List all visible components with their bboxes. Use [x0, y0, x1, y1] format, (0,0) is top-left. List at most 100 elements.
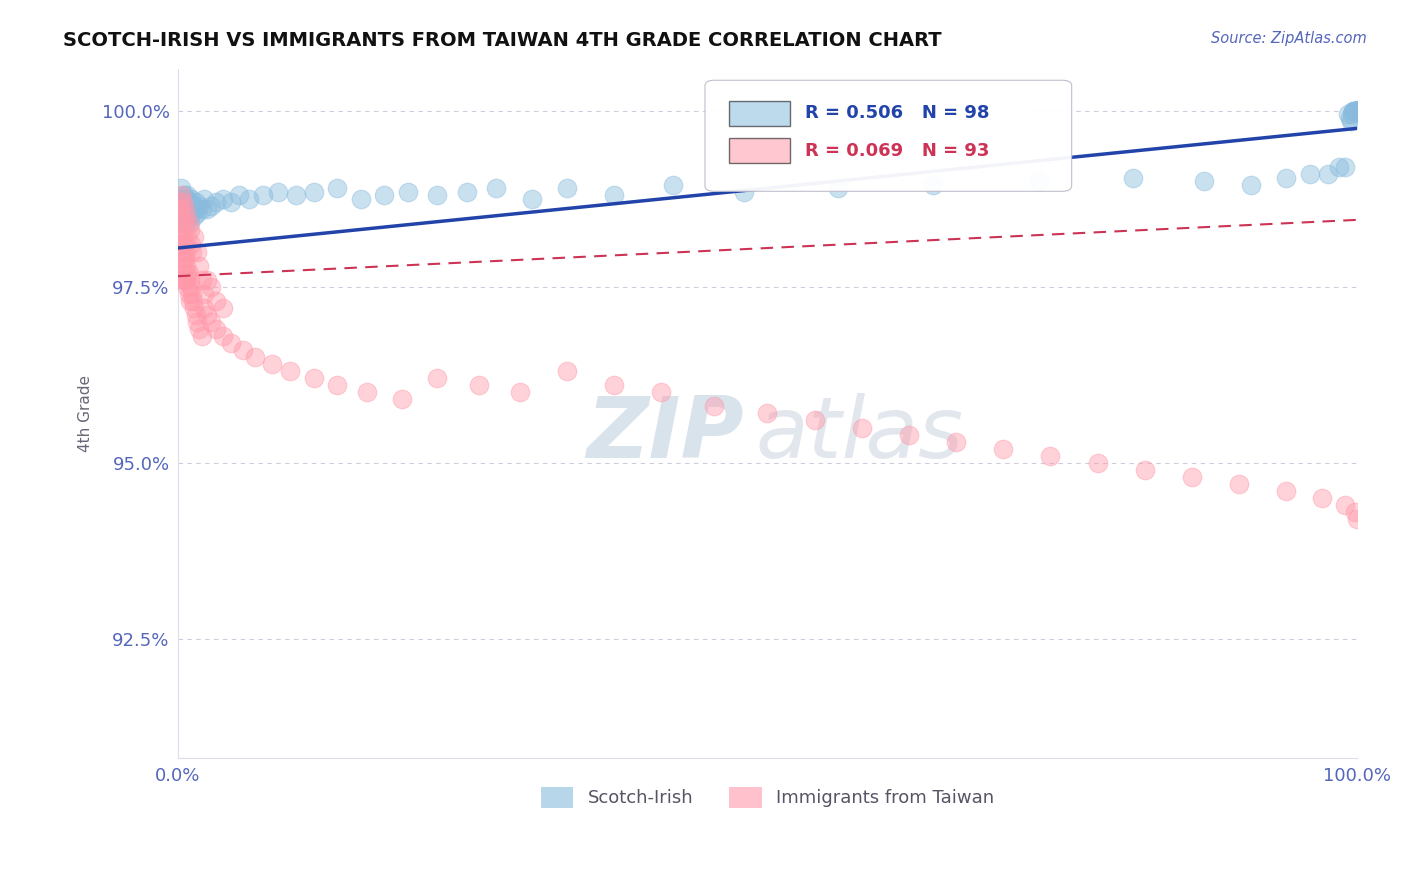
Point — [174, 259, 197, 273]
Point — [302, 185, 325, 199]
Point — [193, 192, 215, 206]
Text: SCOTCH-IRISH VS IMMIGRANTS FROM TAIWAN 4TH GRADE CORRELATION CHART: SCOTCH-IRISH VS IMMIGRANTS FROM TAIWAN 4… — [63, 31, 942, 50]
Point — [373, 188, 395, 202]
Point — [1275, 170, 1298, 185]
Point — [803, 413, 825, 427]
Point — [211, 192, 233, 206]
Point — [181, 199, 204, 213]
Point — [170, 210, 193, 224]
Point — [193, 286, 215, 301]
Point — [1346, 103, 1368, 118]
Point — [174, 237, 197, 252]
Point — [921, 178, 943, 192]
Point — [426, 188, 449, 202]
Point — [396, 185, 419, 199]
Point — [176, 188, 198, 202]
Point — [190, 202, 212, 217]
Point — [326, 378, 349, 392]
Point — [485, 181, 508, 195]
Point — [200, 315, 222, 329]
Point — [177, 286, 200, 301]
Point — [1346, 103, 1368, 118]
Point — [703, 400, 725, 414]
Point — [520, 192, 543, 206]
Point — [172, 195, 194, 210]
Point — [167, 230, 190, 244]
Point — [181, 206, 204, 220]
Point — [1343, 103, 1365, 118]
Point — [650, 385, 672, 400]
Point — [176, 230, 198, 244]
Point — [1346, 512, 1368, 526]
Point — [1346, 103, 1368, 118]
Y-axis label: 4th Grade: 4th Grade — [79, 375, 93, 452]
Point — [177, 266, 200, 280]
Point — [1192, 174, 1215, 188]
Point — [1336, 107, 1358, 121]
Point — [181, 286, 204, 301]
Point — [183, 210, 205, 224]
Point — [170, 259, 193, 273]
Text: ZIP: ZIP — [586, 392, 744, 475]
Point — [1341, 107, 1364, 121]
Point — [945, 434, 967, 449]
Point — [1227, 476, 1250, 491]
Point — [1334, 160, 1357, 174]
Point — [174, 273, 197, 287]
Point — [1346, 103, 1368, 118]
FancyBboxPatch shape — [728, 101, 790, 126]
Point — [1039, 449, 1062, 463]
Point — [170, 188, 193, 202]
Point — [278, 364, 301, 378]
Point — [180, 237, 202, 252]
Point — [1346, 103, 1368, 118]
Point — [1346, 103, 1368, 118]
Point — [238, 192, 260, 206]
Point — [188, 259, 211, 273]
Point — [190, 329, 212, 343]
Point — [170, 223, 193, 237]
Point — [181, 293, 204, 308]
Point — [1346, 103, 1368, 118]
Point — [302, 371, 325, 385]
Point — [176, 202, 198, 217]
Point — [197, 202, 219, 217]
Point — [993, 442, 1015, 456]
Point — [183, 301, 205, 315]
Point — [1343, 505, 1365, 519]
Point — [426, 371, 449, 385]
Point — [1346, 103, 1368, 118]
Point — [186, 315, 208, 329]
Point — [467, 378, 489, 392]
Point — [1346, 103, 1368, 118]
Point — [1343, 103, 1365, 118]
Point — [183, 230, 205, 244]
Point — [1346, 103, 1368, 118]
Point — [1346, 103, 1368, 118]
Text: R = 0.069   N = 93: R = 0.069 N = 93 — [806, 142, 990, 160]
Point — [851, 420, 873, 434]
Point — [1346, 103, 1368, 118]
Point — [1346, 103, 1368, 118]
Point — [555, 181, 578, 195]
Point — [174, 273, 197, 287]
Point — [174, 210, 197, 224]
Point — [1346, 103, 1368, 118]
Point — [169, 195, 191, 210]
Point — [172, 230, 194, 244]
Point — [1346, 103, 1368, 118]
Point — [174, 216, 197, 230]
Point — [180, 279, 202, 293]
Text: R = 0.506   N = 98: R = 0.506 N = 98 — [806, 104, 990, 122]
Point — [252, 188, 274, 202]
Point — [1343, 103, 1365, 118]
Point — [170, 181, 193, 195]
Point — [1346, 103, 1368, 118]
Point — [1181, 470, 1204, 484]
Point — [204, 195, 226, 210]
Point — [243, 350, 266, 364]
Point — [1346, 103, 1368, 118]
Point — [167, 202, 190, 217]
Point — [170, 202, 193, 217]
Point — [211, 301, 233, 315]
